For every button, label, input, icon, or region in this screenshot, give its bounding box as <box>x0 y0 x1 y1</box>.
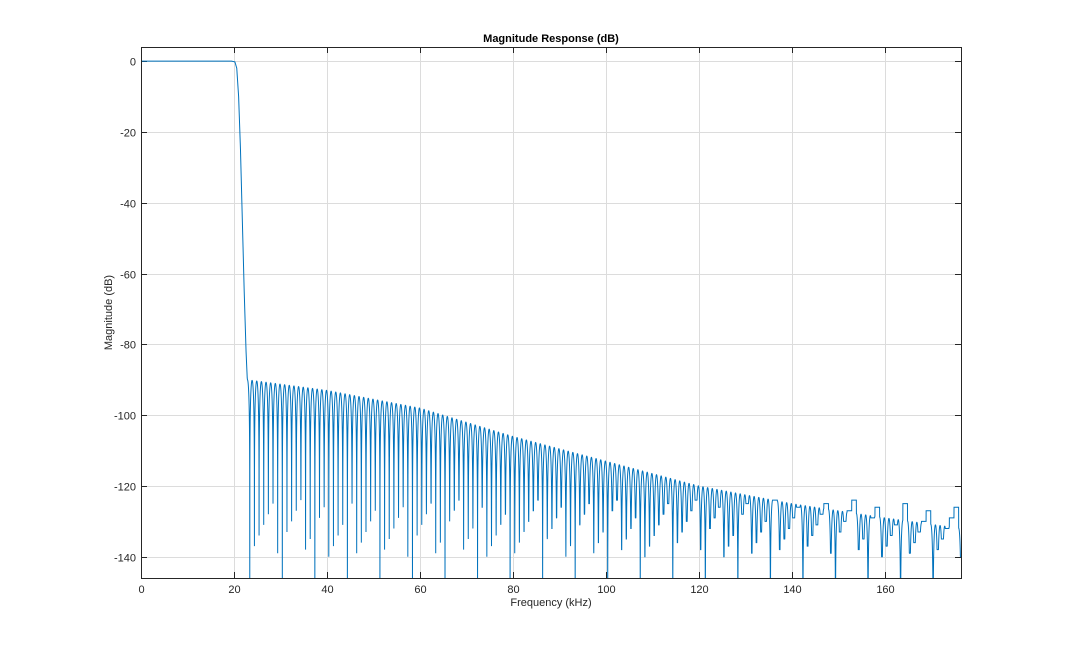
grid-lines <box>141 47 961 578</box>
magnitude-response-line <box>141 60 961 578</box>
x-axis-label: Frequency (kHz) <box>510 597 591 609</box>
x-tick-label: 100 <box>597 584 615 596</box>
x-tick-label: 20 <box>228 584 240 596</box>
x-tick-label: 80 <box>507 584 519 596</box>
y-tick-label: -40 <box>120 199 136 211</box>
plot-clip-region <box>141 60 961 578</box>
x-tick-labels: 0 20 40 60 80 100 120 140 160 <box>138 584 894 596</box>
x-tick-label: 140 <box>783 584 801 596</box>
x-tick-label: 160 <box>876 584 894 596</box>
x-tick-label: 60 <box>414 584 426 596</box>
y-tick-label: -20 <box>120 128 136 140</box>
y-tick-label: -100 <box>114 411 136 423</box>
x-tick-label: 0 <box>138 584 144 596</box>
chart-title: Magnitude Response (dB) <box>483 33 619 45</box>
y-axis-label: Magnitude (dB) <box>103 275 115 350</box>
y-tick-label: 0 <box>130 57 136 69</box>
x-tick-label: 40 <box>321 584 333 596</box>
y-tick-label: -60 <box>120 270 136 282</box>
y-tick-label: -80 <box>120 340 136 352</box>
y-tick-label: -140 <box>114 553 136 565</box>
y-tick-label: -120 <box>114 482 136 494</box>
y-tick-labels: 0 -20 -40 -60 -80 -100 -120 -140 <box>114 57 136 565</box>
plot-frame <box>141 47 962 579</box>
x-tick-label: 120 <box>690 584 708 596</box>
